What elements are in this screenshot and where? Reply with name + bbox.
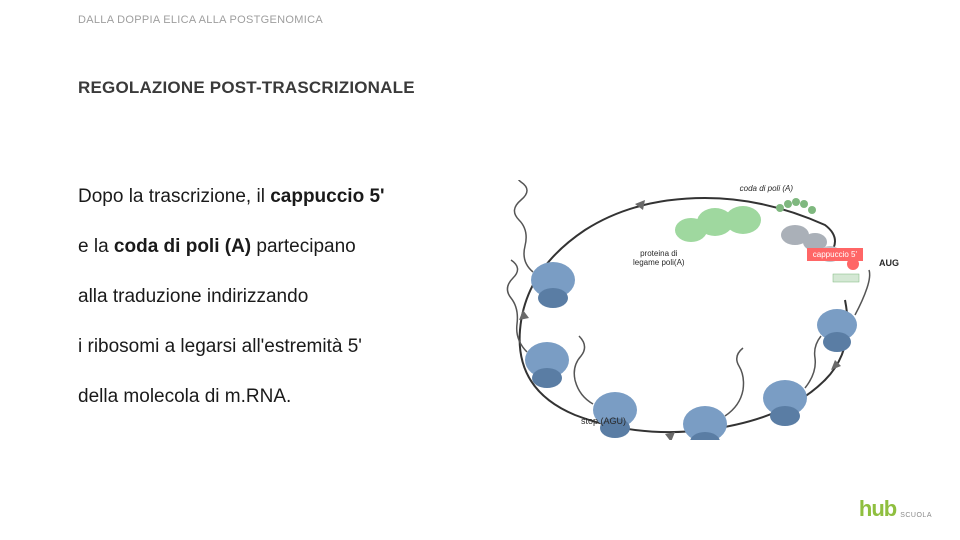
header-breadcrumb: DALLA DOPPIA ELICA ALLA POSTGENOMICA bbox=[78, 14, 323, 26]
body-line-5: della molecola di m.RNA. bbox=[78, 386, 478, 408]
polya-tail bbox=[776, 198, 816, 214]
label-proteina-line1: proteina di bbox=[640, 249, 677, 258]
ribosome bbox=[683, 348, 744, 440]
hub-scuola-logo: hub SCUOLA bbox=[859, 496, 932, 522]
label-coda-polya: coda di poli (A) bbox=[740, 184, 793, 193]
body-text-span: Dopo la trascrizione, il bbox=[78, 186, 270, 207]
logo-scuola-text: SCUOLA bbox=[900, 512, 932, 519]
label-proteina: proteina di legame poli(A) bbox=[633, 250, 685, 268]
body-paragraph: Dopo la trascrizione, il cappuccio 5' e … bbox=[78, 186, 478, 436]
logo-hub-text: hub bbox=[859, 496, 896, 522]
diagram-svg bbox=[485, 180, 905, 440]
body-line-2: e la coda di poli (A) partecipano bbox=[78, 236, 478, 258]
body-bold-span: cappuccio 5' bbox=[270, 186, 384, 207]
label-aug: AUG bbox=[879, 258, 899, 268]
body-text-span: e la bbox=[78, 236, 114, 257]
ribosome bbox=[763, 336, 821, 426]
label-proteina-line2: legame poli(A) bbox=[633, 258, 685, 267]
body-line-3: alla traduzione indirizzando bbox=[78, 286, 478, 308]
mrna-diagram: coda di poli (A) cappuccio 5' AUG protei… bbox=[485, 180, 905, 440]
label-stop-codon: stop (AGU) bbox=[581, 416, 626, 426]
polya-binding-proteins bbox=[675, 206, 761, 242]
body-line-1: Dopo la trascrizione, il cappuccio 5' bbox=[78, 186, 478, 208]
section-title: REGOLAZIONE POST-TRASCRIZIONALE bbox=[78, 78, 415, 98]
ribosome bbox=[817, 270, 870, 352]
aug-codon bbox=[833, 274, 859, 282]
body-line-4: i ribosomi a legarsi all'estremità 5' bbox=[78, 336, 478, 358]
body-bold-span: coda di poli (A) bbox=[114, 236, 257, 257]
body-text-span: partecipano bbox=[256, 236, 355, 257]
label-cappuccio: cappuccio 5' bbox=[807, 248, 863, 261]
